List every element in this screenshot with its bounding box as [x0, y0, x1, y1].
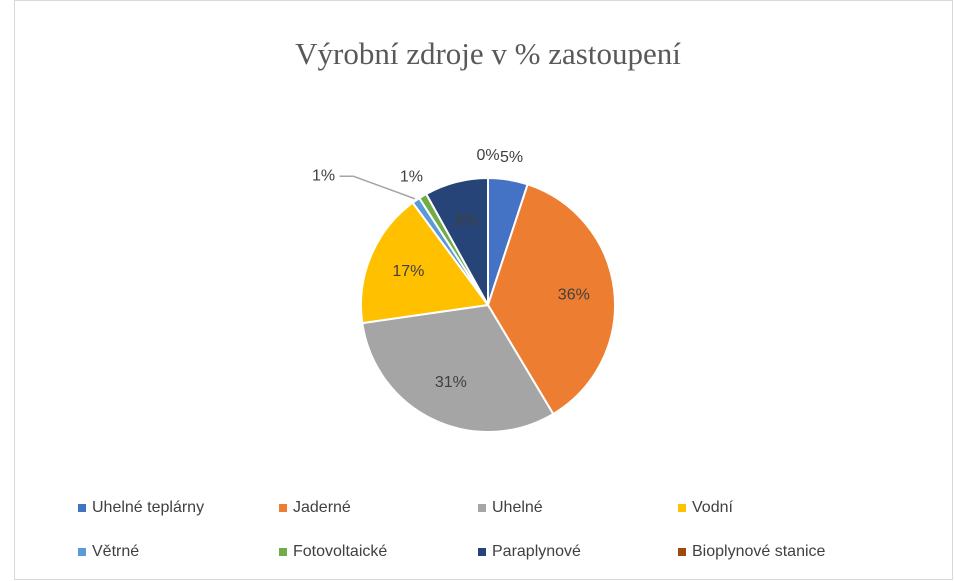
legend-swatch — [78, 548, 86, 556]
legend-label: Větrné — [92, 543, 139, 560]
data-label: 36% — [558, 287, 590, 304]
legend-label: Jaderné — [293, 499, 351, 516]
legend-swatch — [78, 504, 86, 512]
legend-swatch — [478, 504, 486, 512]
data-label: 1% — [400, 168, 423, 185]
legend-label: Paraplynové — [492, 543, 581, 560]
data-label: 17% — [392, 263, 424, 280]
data-label: 5% — [500, 149, 523, 166]
legend-swatch — [678, 548, 686, 556]
pie-slice — [361, 303, 555, 433]
legend-label: Fotovoltaické — [293, 543, 387, 560]
legend-swatch — [478, 548, 486, 556]
data-label: 1% — [312, 167, 335, 184]
legend-swatch — [279, 548, 287, 556]
legend-swatch — [279, 504, 287, 512]
chart-title: Výrobní zdroje v % zastoupení — [295, 36, 681, 71]
pie-slice — [360, 201, 490, 325]
legend-swatch — [678, 504, 686, 512]
data-label: 31% — [435, 374, 467, 391]
legend-label: Bioplynové stanice — [692, 543, 826, 560]
legend-label: Vodní — [692, 499, 733, 516]
data-label: 0% — [476, 147, 499, 164]
leader-line — [339, 175, 416, 200]
data-label: 8% — [455, 213, 478, 230]
legend-label: Uhelné — [492, 499, 543, 516]
legend-label: Uhelné teplárny — [92, 499, 204, 516]
